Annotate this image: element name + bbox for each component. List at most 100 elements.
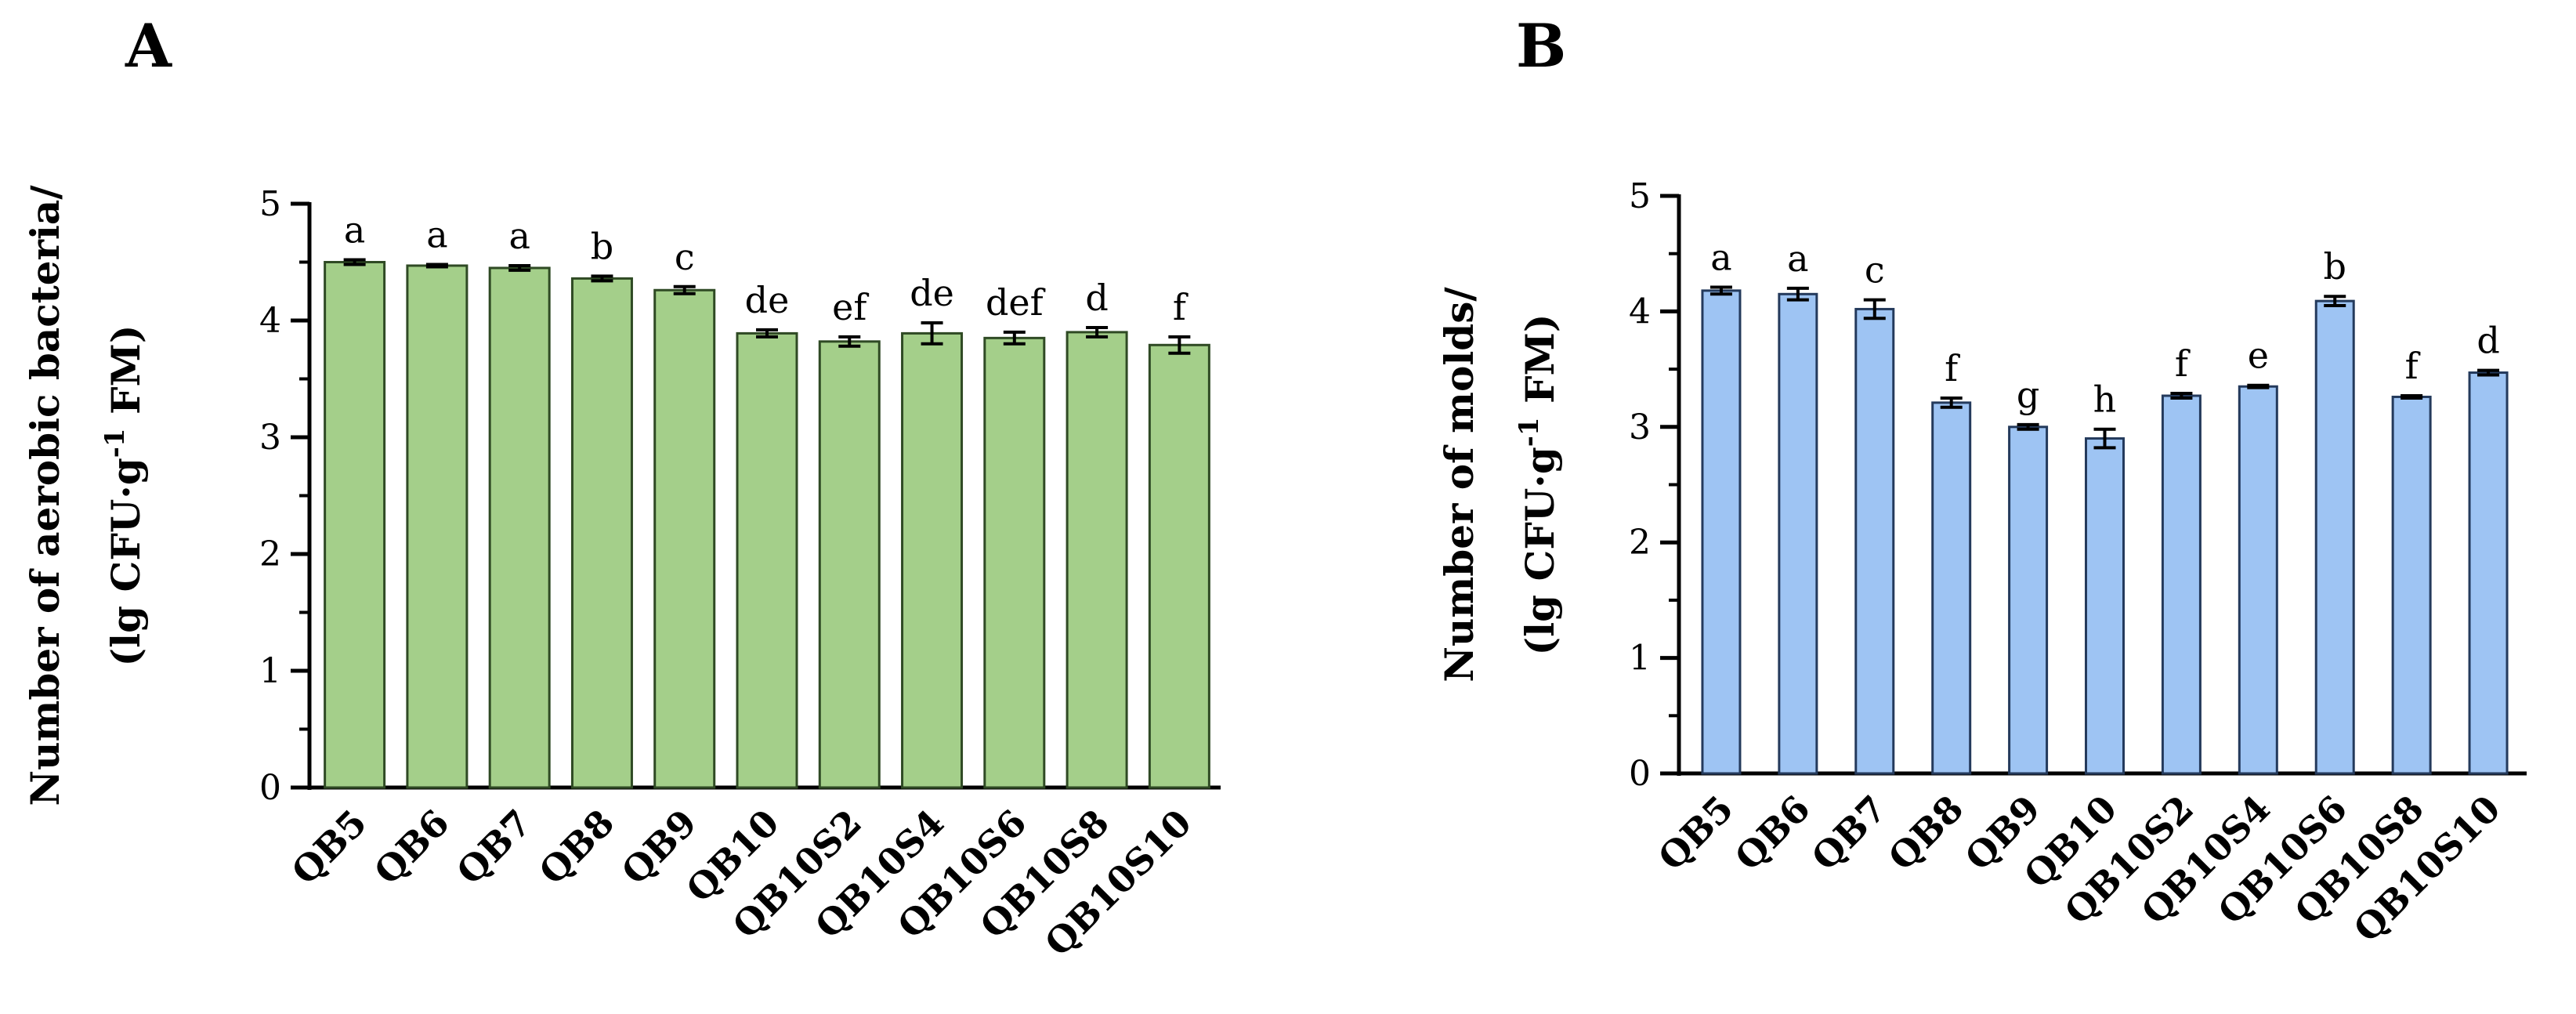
bar-QB10S2 [2161, 394, 2202, 775]
x-tick-label: QB8 [1880, 788, 1972, 879]
bar-QB9 [653, 288, 716, 789]
error-bar-QB8 [591, 274, 613, 283]
y-axis-title-line2: (lg CFU·g-1 FM) [99, 325, 149, 667]
error-bar-QB10S2 [838, 335, 861, 348]
y-axis-title-unit: (lg CFU·g [1517, 447, 1563, 655]
y-tick-label: 3 [259, 418, 281, 458]
bar-QB10S8 [2391, 395, 2432, 775]
significance-label: a [344, 209, 365, 252]
error-bar-QB10S4 [2247, 383, 2270, 389]
significance-label: d [1085, 277, 1108, 319]
y-axis-title-superscript: -1 [99, 428, 131, 458]
error-bar-QB5 [1709, 285, 1732, 296]
y-axis-title-line1: Number of molds/ [1436, 287, 1482, 683]
error-bar-QB10S2 [2170, 392, 2193, 400]
x-tick-label: QB6 [1727, 788, 1818, 879]
y-axis-title-line2: (lg CFU·g-1 FM) [1514, 314, 1563, 656]
significance-label: e [2248, 335, 2269, 377]
significance-label: a [426, 213, 447, 255]
significance-label: de [745, 279, 790, 321]
y-tick-label: 5 [259, 184, 281, 224]
significance-label: c [1865, 249, 1885, 292]
error-bar-QB6 [1786, 286, 1809, 302]
panel-letter-a: A [125, 11, 172, 81]
chart-panel-b: 012345aQB5aQB6cQB7fQB8gQB9hQB10fQB10S2eQ… [1436, 176, 2527, 951]
bar-QB5 [1701, 289, 1742, 775]
error-bar-QB8 [1940, 396, 1963, 409]
error-bar-QB7 [508, 263, 531, 272]
bar-QB10S8 [1065, 331, 1128, 789]
y-tick-label: 0 [259, 768, 281, 808]
y-axis-title-suffix: FM) [1517, 314, 1563, 418]
bar-QB10S6 [2314, 299, 2355, 775]
bar-QB8 [1931, 401, 1972, 775]
x-tick-label: QB5 [1650, 788, 1742, 879]
bar-QB6 [1778, 292, 1818, 775]
bar-QB10S10 [1148, 343, 1210, 789]
significance-label: f [2405, 345, 2421, 387]
x-tick-label: QB7 [448, 802, 540, 893]
error-bar-QB6 [425, 263, 448, 269]
y-tick-label: 2 [259, 534, 281, 574]
y-tick-label: 3 [1629, 407, 1651, 447]
panel-letter-b: B [1516, 11, 1566, 81]
x-tick-label: QB5 [284, 802, 375, 893]
bar-QB6 [406, 264, 469, 789]
significance-label: b [591, 225, 613, 267]
bar-QB10S4 [901, 331, 964, 789]
error-bar-QB9 [2017, 422, 2039, 431]
y-tick-label: 5 [1629, 176, 1651, 216]
error-bar-QB10S10 [2477, 368, 2500, 377]
significance-label: def [986, 281, 1046, 324]
significance-label: a [508, 215, 530, 257]
y-tick-label: 1 [1629, 639, 1651, 679]
y-tick-label: 1 [259, 651, 281, 691]
error-bar-QB10 [756, 328, 778, 339]
bar-QB10S2 [818, 340, 881, 789]
bar-QB10S10 [2468, 371, 2509, 775]
error-bar-QB9 [673, 284, 696, 295]
bar-QB10S6 [983, 336, 1046, 789]
y-axis-title-line1: Number of aerobic bacteria/ [22, 185, 68, 806]
error-bar-QB7 [1863, 298, 1886, 320]
y-tick-label: 0 [1629, 754, 1651, 794]
y-tick-label: 4 [259, 301, 281, 341]
bar-QB9 [2008, 426, 2049, 775]
error-bar-QB10S8 [2401, 394, 2423, 400]
significance-label: d [2477, 320, 2499, 362]
significance-label: b [2324, 245, 2346, 288]
significance-label: a [1787, 237, 1808, 280]
error-bar-QB10S6 [2324, 295, 2346, 308]
error-bar-QB10 [2093, 427, 2116, 450]
error-bar-QB10S10 [1168, 335, 1191, 355]
significance-label: f [2175, 342, 2191, 385]
y-tick-label: 4 [1629, 292, 1651, 331]
y-axis-title-suffix: FM) [103, 325, 149, 429]
significance-label: c [675, 236, 695, 278]
x-tick-label: QB7 [1804, 788, 1895, 879]
significance-label: g [2017, 374, 2039, 416]
chart-panel-a: 012345aQB5aQB6aQB7bQB8cQB9deQB10efQB10S2… [22, 184, 1221, 965]
bar-QB7 [488, 266, 551, 789]
bar-QB7 [1854, 307, 1895, 775]
bar-QB10 [736, 331, 798, 789]
significance-label: f [1173, 286, 1189, 328]
significance-label: f [1945, 347, 1960, 389]
significance-label: h [2093, 378, 2117, 421]
error-bar-QB10S6 [1003, 330, 1026, 346]
y-axis-title-unit: (lg CFU·g [103, 458, 149, 666]
x-tick-label: QB8 [531, 802, 623, 893]
significance-label: de [910, 272, 954, 314]
significance-label: a [1710, 236, 1731, 278]
error-bar-QB10S4 [921, 320, 943, 346]
error-bar-QB5 [343, 258, 366, 266]
y-tick-label: 2 [1629, 523, 1651, 563]
bar-QB10 [2085, 437, 2125, 775]
x-tick-label: QB6 [366, 802, 458, 893]
y-axis-title-superscript: -1 [1514, 417, 1545, 447]
bar-QB5 [324, 261, 386, 789]
bar-QB8 [570, 277, 633, 789]
error-bar-QB10S8 [1086, 325, 1109, 339]
significance-label: ef [832, 286, 869, 328]
